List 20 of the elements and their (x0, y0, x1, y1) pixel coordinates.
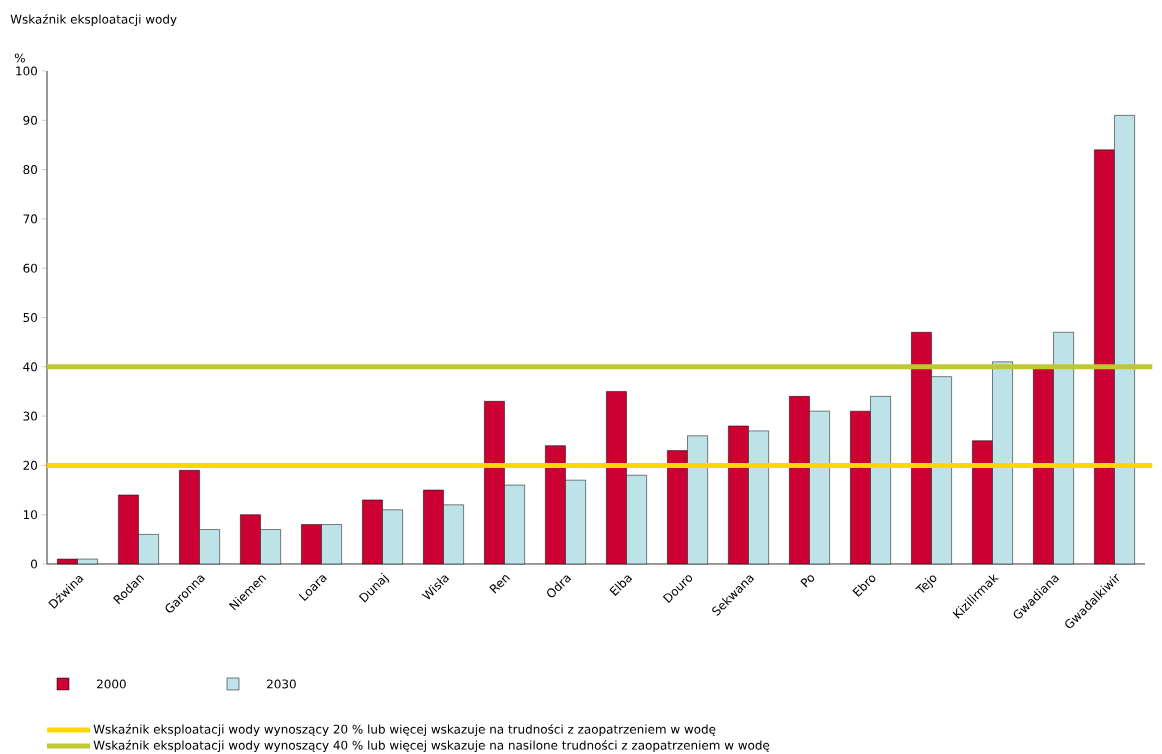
y-tick-label: 0 (31, 559, 38, 569)
y-tick-label: 50 (23, 312, 38, 323)
y-tick-label: 40 (23, 362, 38, 372)
y-tick-label: 20 (23, 460, 38, 470)
y-tick-label: 70 (23, 214, 38, 224)
x-tick-label: Po (800, 575, 815, 588)
y-tick-label: 30 (23, 411, 38, 421)
y-tick-label: 80 (23, 165, 38, 175)
y-tick-label: 10 (23, 510, 38, 520)
y-tick-label: 60 (23, 263, 38, 273)
legend-label: Wskaźnik eksploatacji wody wynoszący 40 % lub więcej wskazuje na nasilone trudności z zaopatrzeniem w wodę (93, 739, 770, 753)
x-tick-label: Ren (489, 575, 510, 594)
y-tick-label: 90 (23, 115, 38, 125)
y-axis-title: % (14, 53, 25, 63)
legend-label: 2000 (97, 679, 126, 689)
x-tick-label: Tejo (915, 575, 937, 593)
legend-label: Wskaźnik eksploatacji wody wynoszący 20 % lub więcej wskazuje na trudności z zaopatrzeniem w wodę (93, 723, 716, 737)
chart-title: Wskaźnik eksploatacji wody (10, 13, 177, 27)
legend-label: 2030 (267, 679, 296, 689)
y-tick-label: 100 (16, 66, 38, 76)
